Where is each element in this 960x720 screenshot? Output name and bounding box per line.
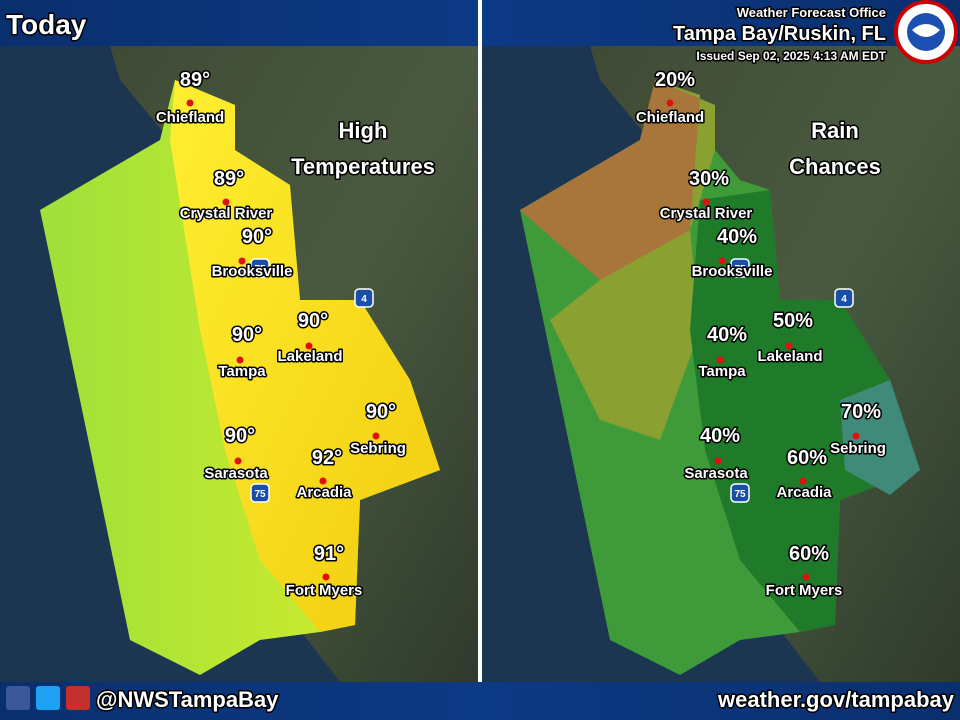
city-name: Lakeland [757,348,822,365]
title: Today [6,9,87,40]
interstate-shield [250,258,270,278]
location: Tampa Bay/Ruskin, FL [673,23,886,45]
city-name: Brooksville [692,263,773,280]
rain-chance: 40% [707,324,747,346]
city-dot [799,477,807,485]
city-dot [802,573,810,581]
city-name: Arcadia [776,484,832,501]
city-name: Chiefland [156,109,224,126]
interstate-shield [354,288,374,308]
city-name: Fort Myers [766,582,843,599]
city-name: Arcadia [296,484,352,501]
footer-bar [0,682,960,720]
panel-title: High [339,118,388,143]
city-dot [186,99,194,107]
city-dot [716,356,724,364]
city-dot [322,573,330,581]
city-dot [372,432,380,440]
city-dot [702,198,710,206]
city-name: Lakeland [277,348,342,365]
city-dot [236,356,244,364]
city-name: Sarasota [684,465,748,482]
interstate-number: 75 [254,489,266,500]
url: weather.gov/tampabay [717,687,955,712]
rain-chance: 70% [841,401,881,423]
nws-logo [894,0,958,64]
interstate-shield [730,258,750,278]
rain-chance: 20% [655,69,695,91]
interstate-shield [730,483,750,503]
city-dot [785,342,793,350]
issued: Issued Sep 02, 2025 4:13 AM EDT [696,49,886,63]
city-name: Sarasota [204,465,268,482]
city-dot [238,257,246,265]
high-temp: 90° [242,226,272,248]
city-dot [718,257,726,265]
office: Weather Forecast Office [737,5,886,20]
city-name: Sebring [350,440,406,457]
city-dot [305,342,313,350]
panel-title: Rain [811,118,859,143]
city-name: Tampa [698,363,746,380]
social-icons [6,686,90,710]
rain-chance: 50% [773,310,813,332]
city-dot [234,457,242,465]
city-name: Sebring [830,440,886,457]
interstate-number: 75 [734,489,746,500]
interstate-shield [834,288,854,308]
interstate-number: 75 [254,264,266,275]
high-temp: 89° [180,69,210,91]
rain-chance: 40% [700,425,740,447]
rain-chance: 30% [689,168,729,190]
city-dot [666,99,674,107]
interstate-number: 75 [734,264,746,275]
city-name: Chiefland [636,109,704,126]
high-temp: 91° [314,543,344,565]
high-temp: 90° [225,425,255,447]
city-dot [319,477,327,485]
interstate-number: 4 [361,294,367,305]
divider [478,0,482,684]
left-map [0,46,478,682]
city-name: Crystal River [180,205,273,222]
interstate-shield [250,483,270,503]
high-temp: 90° [298,310,328,332]
panel-title: Chances [789,154,881,179]
high-temp: 89° [214,168,244,190]
handle: @NWSTampaBay [96,687,279,712]
high-temp: 90° [232,324,262,346]
city-name: Crystal River [660,205,753,222]
high-temp: 90° [366,401,396,423]
city-dot [852,432,860,440]
city-name: Tampa [218,363,266,380]
city-name: Fort Myers [286,582,363,599]
interstate-number: 4 [841,294,847,305]
city-name: Brooksville [212,263,293,280]
right-map [482,46,960,682]
rain-chance: 40% [717,226,757,248]
panel-title: Temperatures [291,154,435,179]
city-dot [222,198,230,206]
rain-chance: 60% [787,447,827,469]
high-temp: 92° [312,447,342,469]
city-dot [714,457,722,465]
rain-chance: 60% [789,543,829,565]
